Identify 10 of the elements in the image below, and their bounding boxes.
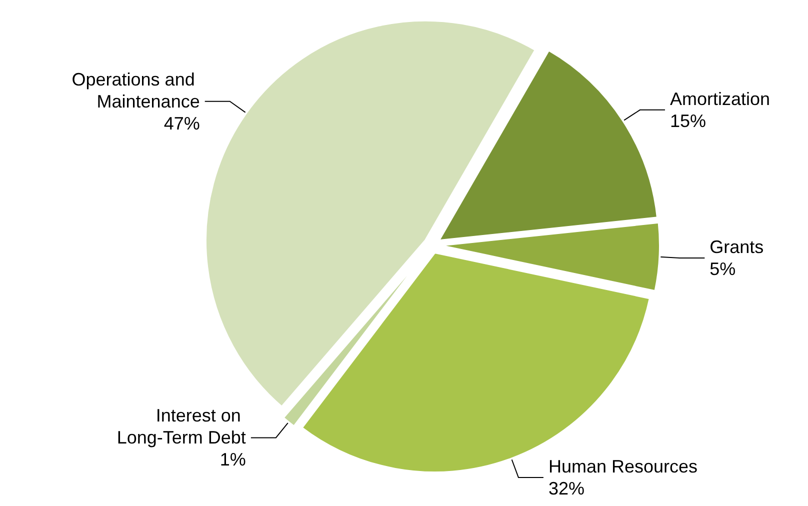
slice-label: Interest on Long-Term Debt [116, 406, 246, 448]
data-label: 5% [710, 258, 736, 279]
data-label: 47% [164, 113, 200, 134]
slice-label: Grants [710, 236, 764, 257]
slice-label: Amortization [670, 88, 770, 109]
data-label: 1% [220, 450, 246, 470]
data-label: 15% [670, 110, 706, 131]
slice-label: Operations and Maintenance [72, 69, 200, 112]
slice-label: Human Resources [548, 456, 698, 476]
data-label: 32% [548, 478, 584, 498]
